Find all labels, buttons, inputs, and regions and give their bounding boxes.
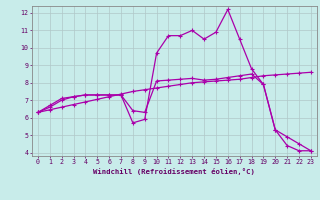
X-axis label: Windchill (Refroidissement éolien,°C): Windchill (Refroidissement éolien,°C) [93, 168, 255, 175]
